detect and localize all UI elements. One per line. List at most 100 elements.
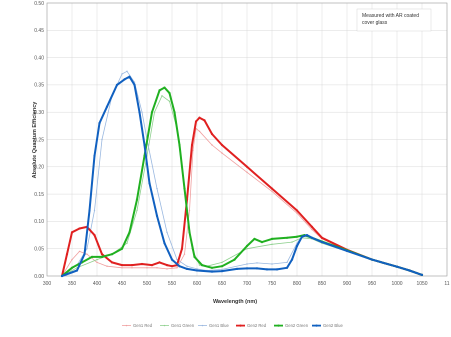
- data-point: [290, 258, 294, 261]
- data-point: [178, 143, 181, 147]
- data-point: [121, 267, 123, 269]
- data-point: [83, 253, 86, 256]
- x-tick-label: 700: [243, 281, 252, 287]
- x-axis-label: Wavelength (nm): [213, 299, 257, 305]
- data-point: [245, 165, 249, 168]
- legend-item-gen1-green: Gen1 Green: [160, 323, 195, 328]
- data-point: [153, 111, 156, 113]
- data-point: [245, 267, 249, 270]
- y-tick-label: 0.50: [34, 1, 44, 7]
- data-point: [158, 261, 161, 264]
- data-point: [233, 258, 236, 261]
- data-point: [161, 95, 163, 97]
- y-tick-label: 0.05: [34, 247, 44, 253]
- data-point: [198, 116, 201, 119]
- data-point: [180, 247, 184, 250]
- data-point: [101, 138, 103, 141]
- legend-label: Gen2 Red: [247, 323, 267, 328]
- data-point: [220, 265, 224, 268]
- data-point: [420, 273, 424, 276]
- data-point: [221, 152, 223, 154]
- data-point: [291, 241, 293, 243]
- x-tick-label: 850: [318, 281, 327, 287]
- data-point: [98, 122, 101, 125]
- legend-marker: [125, 324, 128, 327]
- data-point: [265, 268, 269, 271]
- data-point: [126, 70, 128, 73]
- data-point: [246, 248, 248, 250]
- legend-item-gen1-blue: Gen1 Blue: [198, 323, 229, 328]
- data-point: [176, 258, 178, 261]
- legend-label: Gen1 Green: [171, 323, 195, 328]
- data-point: [121, 73, 123, 75]
- data-point: [271, 243, 273, 245]
- data-point: [138, 111, 141, 114]
- y-tick-label: 0.15: [34, 192, 44, 198]
- data-point: [300, 235, 304, 238]
- legend-marker: [315, 324, 318, 327]
- data-point: [140, 262, 144, 266]
- y-tick-label: 0.45: [34, 28, 44, 34]
- data-point: [296, 212, 298, 214]
- data-point: [115, 83, 119, 86]
- data-point: [60, 274, 64, 278]
- x-tick-label: 550: [168, 281, 177, 287]
- data-point: [192, 149, 194, 152]
- data-point: [110, 253, 114, 256]
- legend-item-gen1-red: Gen1 Red: [122, 323, 153, 328]
- data-point: [130, 264, 134, 267]
- y-tick-label: 0.00: [34, 274, 44, 280]
- data-point: [271, 263, 273, 265]
- annotation-box: Measured with AR coated cover glass: [356, 8, 432, 32]
- data-point: [210, 270, 214, 273]
- data-point: [345, 249, 349, 252]
- data-point: [123, 78, 126, 81]
- data-point: [70, 266, 74, 269]
- data-point: [190, 143, 194, 147]
- data-point: [188, 231, 191, 234]
- data-point: [178, 265, 181, 268]
- x-tick-label: 950: [368, 281, 377, 287]
- legend-label: Gen2 Green: [285, 323, 309, 328]
- x-tick-label: 900: [343, 281, 352, 287]
- data-point: [156, 267, 158, 269]
- data-point: [165, 264, 169, 267]
- data-point: [196, 268, 198, 270]
- data-point: [210, 266, 214, 269]
- data-point: [148, 182, 151, 185]
- data-point: [110, 261, 114, 264]
- data-point: [256, 262, 258, 264]
- data-point: [150, 264, 154, 267]
- data-point: [285, 266, 289, 269]
- data-point: [126, 242, 128, 244]
- x-tick-label: 650: [218, 281, 227, 287]
- data-point: [136, 209, 138, 212]
- data-point: [200, 264, 204, 267]
- data-point: [75, 269, 79, 272]
- x-tick-label: 500: [143, 281, 152, 287]
- legend-item-gen2-red: Gen2 Red: [236, 323, 267, 328]
- data-point: [310, 236, 314, 239]
- data-point: [198, 264, 201, 266]
- data-point: [88, 209, 91, 212]
- x-tick-label: 600: [193, 281, 202, 287]
- data-point: [246, 171, 248, 173]
- data-point: [195, 269, 199, 272]
- data-point: [86, 253, 88, 255]
- data-point: [311, 228, 313, 231]
- data-point: [70, 231, 74, 234]
- data-point: [93, 154, 96, 157]
- data-point: [141, 111, 143, 113]
- legend-label: Gen2 Blue: [323, 323, 343, 328]
- data-point: [135, 198, 139, 201]
- data-point: [320, 241, 324, 244]
- data-point: [173, 111, 176, 114]
- x-tick-label: 400: [93, 281, 102, 287]
- data-point: [395, 265, 399, 268]
- data-point: [170, 258, 174, 261]
- data-point: [100, 255, 104, 258]
- legend-marker: [163, 324, 166, 327]
- data-point: [93, 209, 96, 212]
- data-point: [203, 119, 206, 122]
- data-point: [210, 132, 214, 136]
